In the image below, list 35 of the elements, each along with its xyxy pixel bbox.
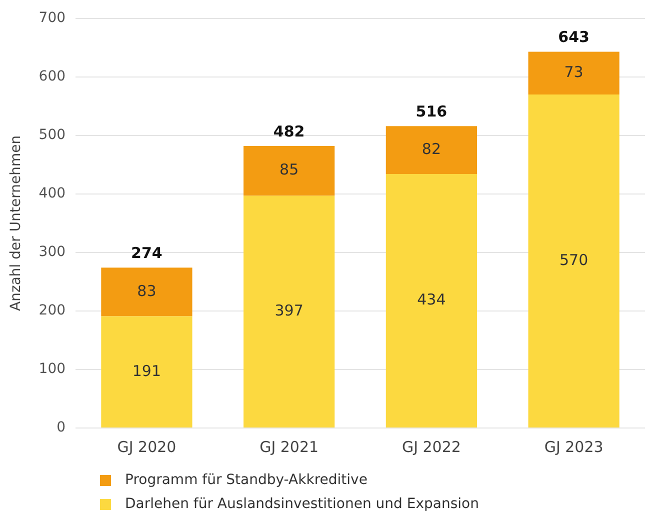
y-axis-title: Anzahl der Unternehmen	[8, 135, 24, 311]
y-tick-label: 0	[56, 420, 66, 436]
x-tick-label: GJ 2022	[402, 438, 461, 456]
data-label: 73	[564, 63, 584, 81]
y-tick-label: 200	[38, 302, 66, 319]
bar	[386, 174, 478, 428]
data-label: 191	[132, 362, 162, 380]
total-label: 516	[416, 102, 448, 120]
bar	[386, 126, 478, 174]
data-label: 434	[417, 290, 446, 309]
total-label: 274	[131, 244, 162, 262]
bar	[244, 196, 335, 428]
y-tick-label: 300	[38, 244, 66, 260]
bar	[244, 146, 335, 196]
bar	[101, 316, 192, 428]
bar	[528, 52, 620, 94]
data-label: 85	[280, 160, 299, 179]
total-label: 643	[558, 28, 590, 46]
data-label: 397	[274, 301, 304, 320]
data-label: 83	[137, 282, 156, 300]
x-tick-label: GJ 2023	[544, 438, 604, 456]
legend-label: Darlehen für Auslandsinvestitionen und Expansion	[125, 496, 479, 512]
x-tick-label: GJ 2021	[260, 438, 319, 456]
legend-label: Programm für Standby-Akkreditive	[125, 472, 368, 488]
y-tick-label: 500	[38, 127, 66, 144]
y-tick-label: 400	[38, 186, 66, 202]
bar	[101, 268, 192, 316]
bar	[528, 94, 620, 428]
x-tick-label: GJ 2020	[117, 438, 176, 456]
data-label: 82	[422, 140, 441, 158]
data-label: 570	[559, 250, 588, 269]
y-tick-label: 700	[38, 10, 66, 26]
y-tick-label: 100	[38, 361, 66, 378]
y-tick-label: 600	[38, 68, 66, 85]
total-label: 482	[273, 122, 305, 140]
